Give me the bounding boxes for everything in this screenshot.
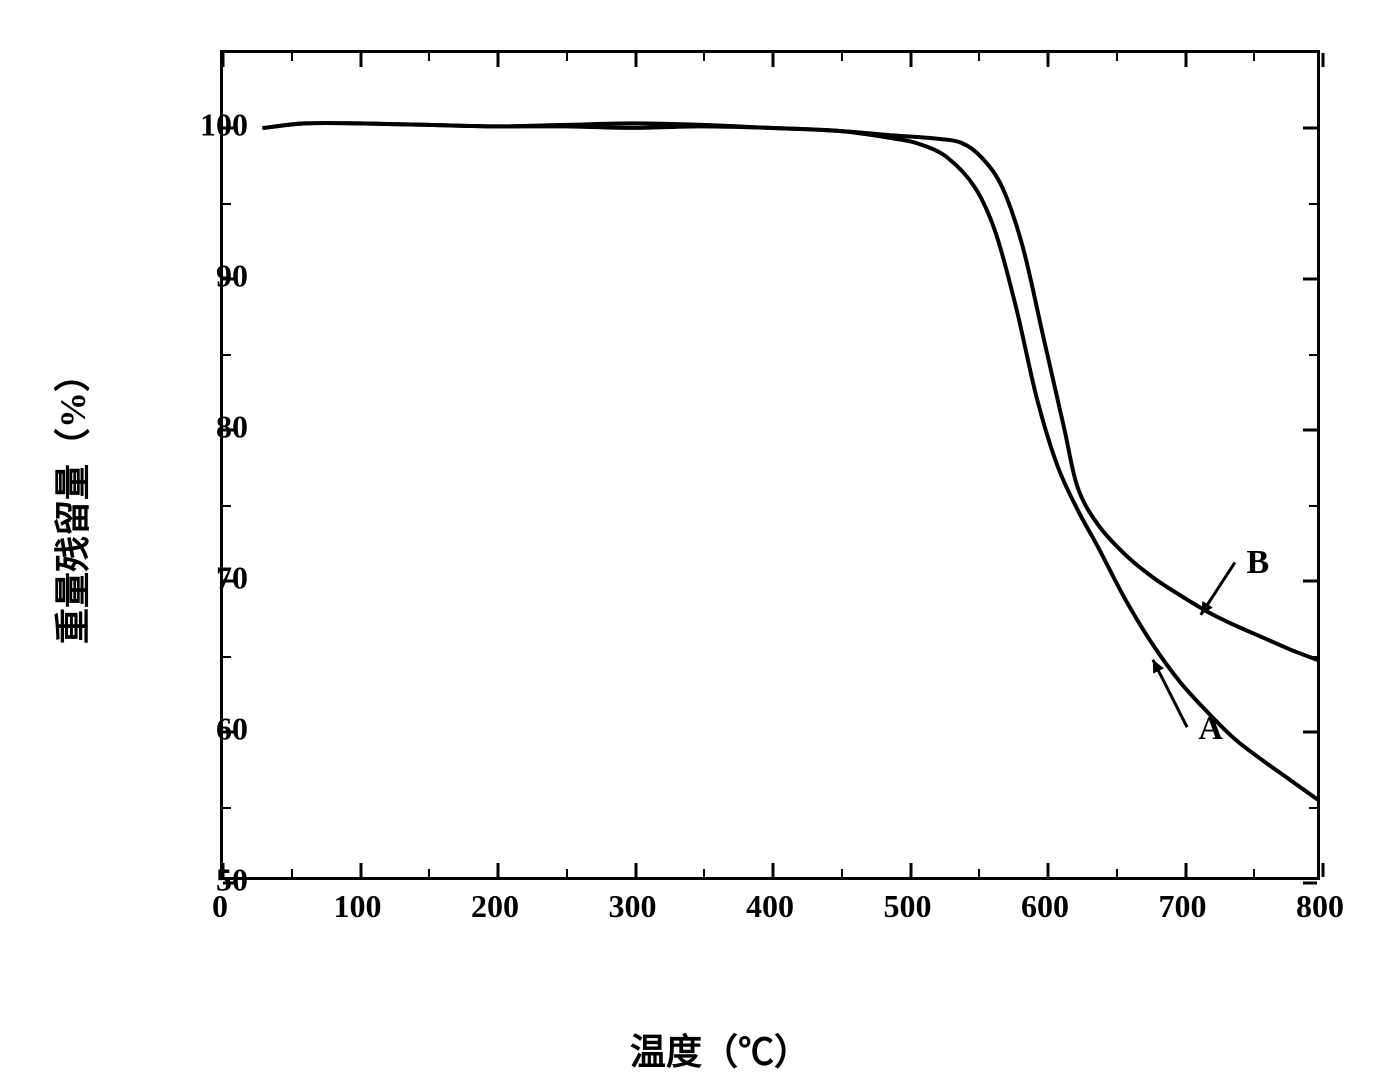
series-A (264, 123, 1317, 799)
y-tick-label: 70 (216, 560, 248, 597)
x-tick-label: 400 (746, 888, 794, 925)
x-tick-label: 500 (884, 888, 932, 925)
y-tick-label: 60 (216, 711, 248, 748)
x-tick-label: 200 (471, 888, 519, 925)
y-tick-label: 80 (216, 409, 248, 446)
tga-chart: AB 重量残留量（%） 温度（℃） 5060708090100 01002003… (80, 20, 1360, 980)
annotation-A: A (1198, 710, 1223, 748)
x-tick-label: 100 (334, 888, 382, 925)
annotation-B: B (1247, 544, 1270, 582)
y-tick-label: 100 (200, 107, 248, 144)
x-tick-label: 800 (1296, 888, 1344, 925)
x-tick-label: 0 (212, 888, 228, 925)
x-tick-label: 300 (609, 888, 657, 925)
plot-area: AB (220, 50, 1320, 880)
x-tick-label: 600 (1021, 888, 1069, 925)
x-axis-label: 温度（℃） (630, 1023, 810, 1075)
y-axis-label: 重量残留量（%） (44, 356, 96, 644)
y-tick-label: 90 (216, 258, 248, 295)
series-B (264, 123, 1317, 660)
chart-svg (223, 53, 1317, 877)
x-tick-label: 700 (1159, 888, 1207, 925)
